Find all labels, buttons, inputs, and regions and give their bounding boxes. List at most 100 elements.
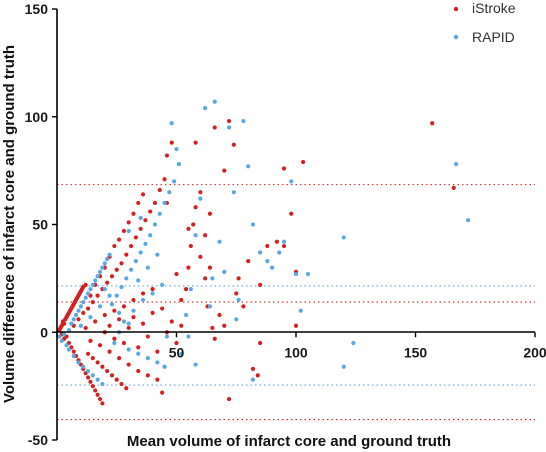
data-point-rapid — [66, 327, 72, 333]
data-point-istroke — [203, 276, 208, 281]
data-point-rapid — [107, 252, 112, 257]
data-point-rapid — [162, 364, 167, 369]
data-point-istroke — [126, 325, 131, 331]
data-point-istroke — [143, 218, 148, 223]
data-point-istroke — [105, 280, 110, 285]
data-point-istroke — [207, 265, 213, 270]
data-point-rapid — [85, 291, 91, 296]
data-point-rapid — [136, 351, 141, 356]
x-tick-label: 200 — [523, 344, 546, 360]
data-point-istroke — [258, 282, 263, 287]
data-point-rapid — [95, 274, 100, 279]
data-point-istroke — [90, 299, 95, 305]
data-point-rapid — [78, 323, 83, 328]
data-point-istroke — [83, 325, 88, 331]
data-point-istroke — [301, 159, 306, 165]
reference-lines — [56, 184, 535, 421]
data-point-istroke — [274, 239, 279, 244]
data-point-istroke — [155, 377, 160, 382]
data-point-istroke — [258, 340, 263, 346]
data-point-istroke — [186, 226, 191, 231]
data-point-istroke — [265, 243, 270, 249]
data-point-istroke — [250, 366, 256, 371]
data-point-istroke — [124, 386, 129, 391]
data-point-rapid — [148, 233, 153, 238]
data-point-istroke — [85, 375, 91, 380]
data-point-rapid — [465, 218, 471, 223]
data-point-istroke — [140, 321, 146, 326]
data-point-rapid — [66, 347, 72, 352]
data-point-istroke — [210, 325, 215, 331]
data-point-istroke — [117, 237, 122, 242]
data-point-istroke — [150, 310, 155, 315]
data-point-rapid — [164, 334, 170, 339]
data-point-rapid — [97, 269, 103, 275]
data-point-rapid — [305, 271, 311, 277]
data-point-istroke — [246, 259, 251, 264]
data-point-istroke — [169, 140, 174, 145]
x-axis-title: Mean volume of infarct core and ground t… — [127, 433, 451, 450]
data-point-istroke — [112, 336, 117, 341]
data-point-istroke — [140, 192, 146, 197]
data-point-rapid — [281, 239, 287, 244]
data-point-istroke — [162, 177, 167, 182]
data-point-istroke — [430, 121, 435, 126]
x-tick-label: 50 — [169, 344, 185, 360]
data-point-istroke — [140, 291, 146, 296]
data-point-rapid — [341, 235, 346, 240]
data-point-rapid — [210, 276, 215, 281]
data-point-rapid — [176, 162, 181, 167]
data-point-rapid — [100, 381, 105, 387]
data-point-rapid — [231, 190, 236, 195]
data-point-rapid — [250, 222, 256, 227]
data-point-istroke — [62, 321, 67, 326]
data-point-rapid — [126, 347, 131, 352]
data-point-rapid — [152, 222, 158, 227]
data-point-rapid — [112, 340, 117, 346]
data-point-rapid — [102, 287, 107, 292]
data-point-istroke — [186, 265, 191, 270]
data-point-rapid — [169, 121, 174, 126]
data-point-rapid — [217, 239, 222, 244]
data-point-rapid — [133, 259, 138, 264]
data-point-rapid — [117, 310, 122, 315]
data-point-rapid — [258, 250, 263, 255]
data-point-istroke — [81, 310, 86, 315]
data-point-istroke — [179, 323, 184, 328]
data-point-rapid — [174, 146, 179, 152]
data-point-istroke — [222, 323, 227, 328]
data-point-istroke — [293, 323, 299, 328]
data-point-rapid — [88, 287, 93, 292]
y-tick-label: -50 — [28, 432, 48, 448]
data-point-istroke — [126, 362, 131, 367]
data-point-rapid — [250, 377, 256, 382]
data-point-istroke — [85, 306, 91, 311]
data-point-istroke — [191, 222, 196, 227]
data-point-rapid — [88, 315, 93, 320]
data-point-rapid — [126, 228, 131, 234]
data-point-istroke — [126, 220, 131, 225]
x-tick-label: 150 — [404, 344, 428, 360]
data-point-istroke — [131, 297, 136, 303]
data-point-rapid — [121, 319, 127, 324]
y-tick-label: 150 — [25, 1, 49, 17]
data-point-istroke — [131, 315, 136, 320]
data-point-istroke — [207, 211, 213, 216]
data-point-istroke — [136, 345, 141, 350]
data-point-istroke — [71, 349, 76, 354]
data-point-istroke — [114, 267, 119, 272]
data-point-rapid — [289, 179, 294, 184]
data-point-rapid — [138, 215, 143, 221]
data-point-rapid — [64, 343, 69, 348]
data-point-istroke — [222, 168, 227, 173]
data-point-rapid — [90, 373, 95, 378]
data-point-rapid — [183, 312, 189, 318]
data-point-istroke — [188, 243, 193, 249]
data-point-rapid — [102, 261, 107, 266]
data-point-istroke — [107, 349, 112, 354]
data-point-istroke — [133, 235, 138, 240]
data-point-rapid — [212, 99, 217, 104]
data-point-istroke — [100, 401, 105, 406]
data-point-rapid — [167, 190, 172, 195]
data-point-rapid — [100, 265, 105, 270]
